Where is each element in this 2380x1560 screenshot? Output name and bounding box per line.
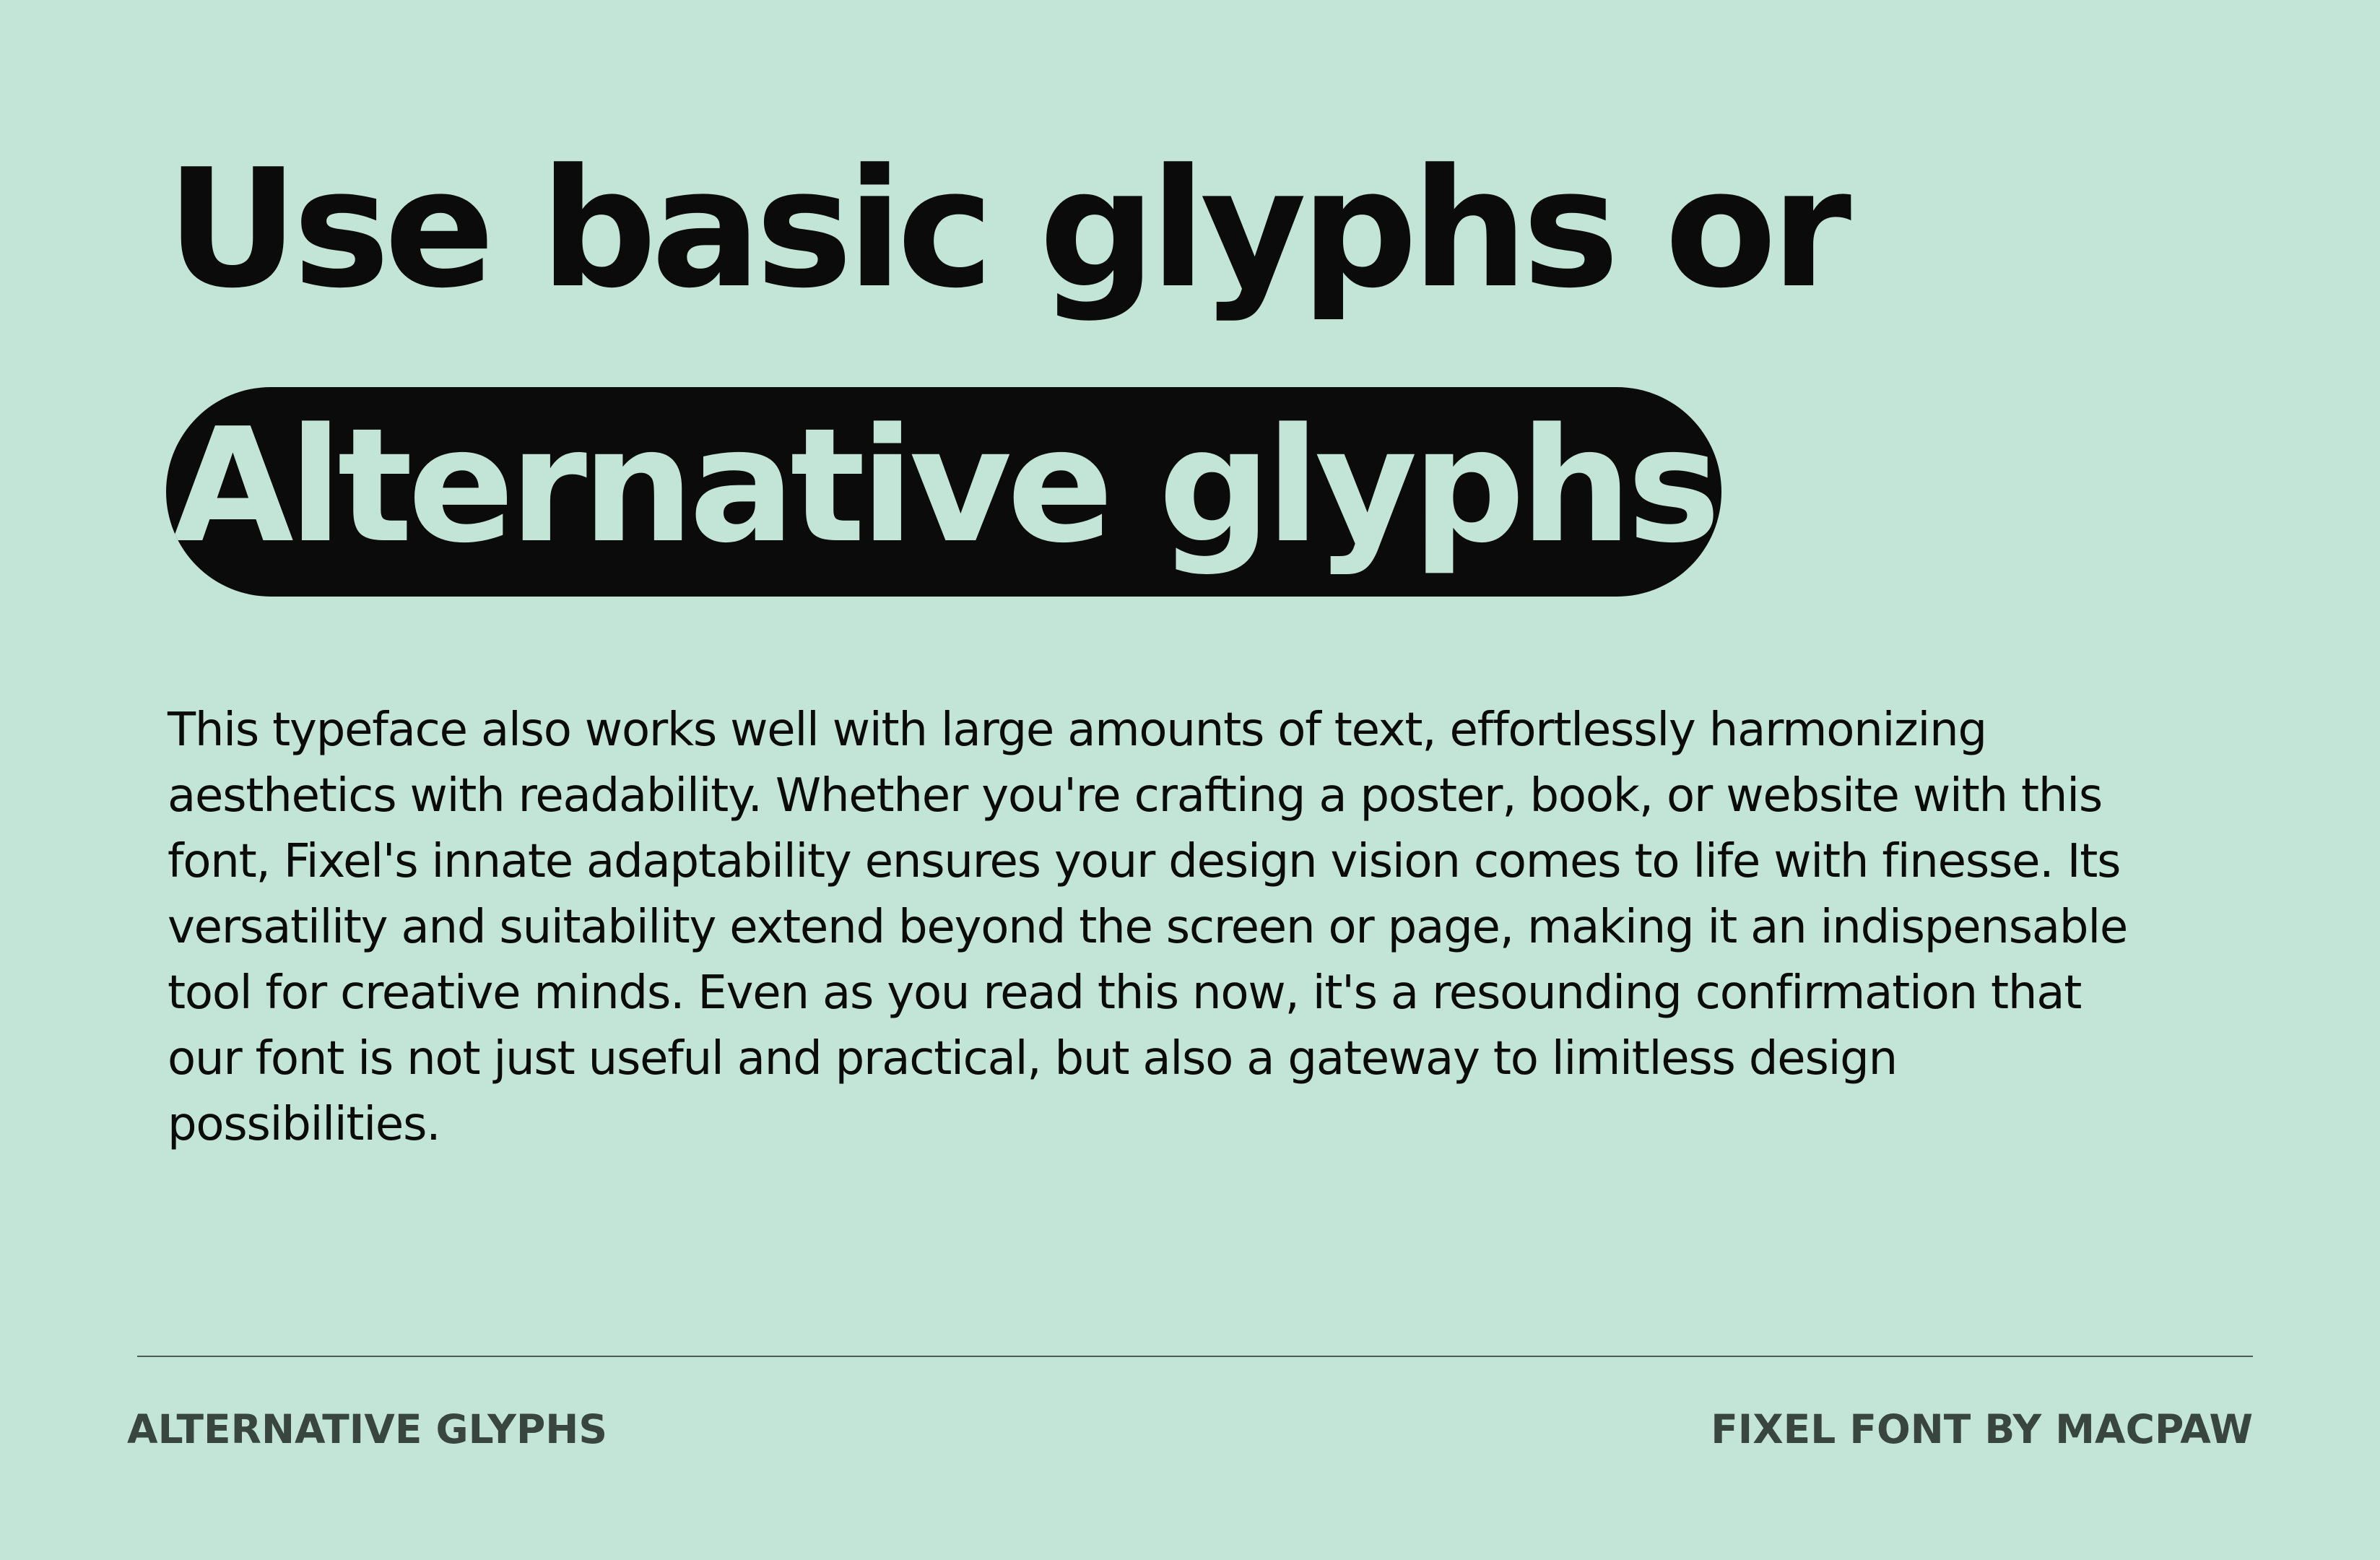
footer-credit: FIXEL FONT BY MACPAW (1711, 1406, 2253, 1452)
body-paragraph: This typeface also works well with large… (168, 703, 2128, 1151)
highlight-pill: Alternative glyphs (166, 387, 1721, 597)
footer-divider (137, 1356, 2253, 1357)
headline: Use basic glyphs or (166, 134, 1851, 324)
footer-section-label: ALTERNATIVE GLYPHS (127, 1406, 607, 1452)
highlight-text: Alternative glyphs (172, 395, 1721, 578)
